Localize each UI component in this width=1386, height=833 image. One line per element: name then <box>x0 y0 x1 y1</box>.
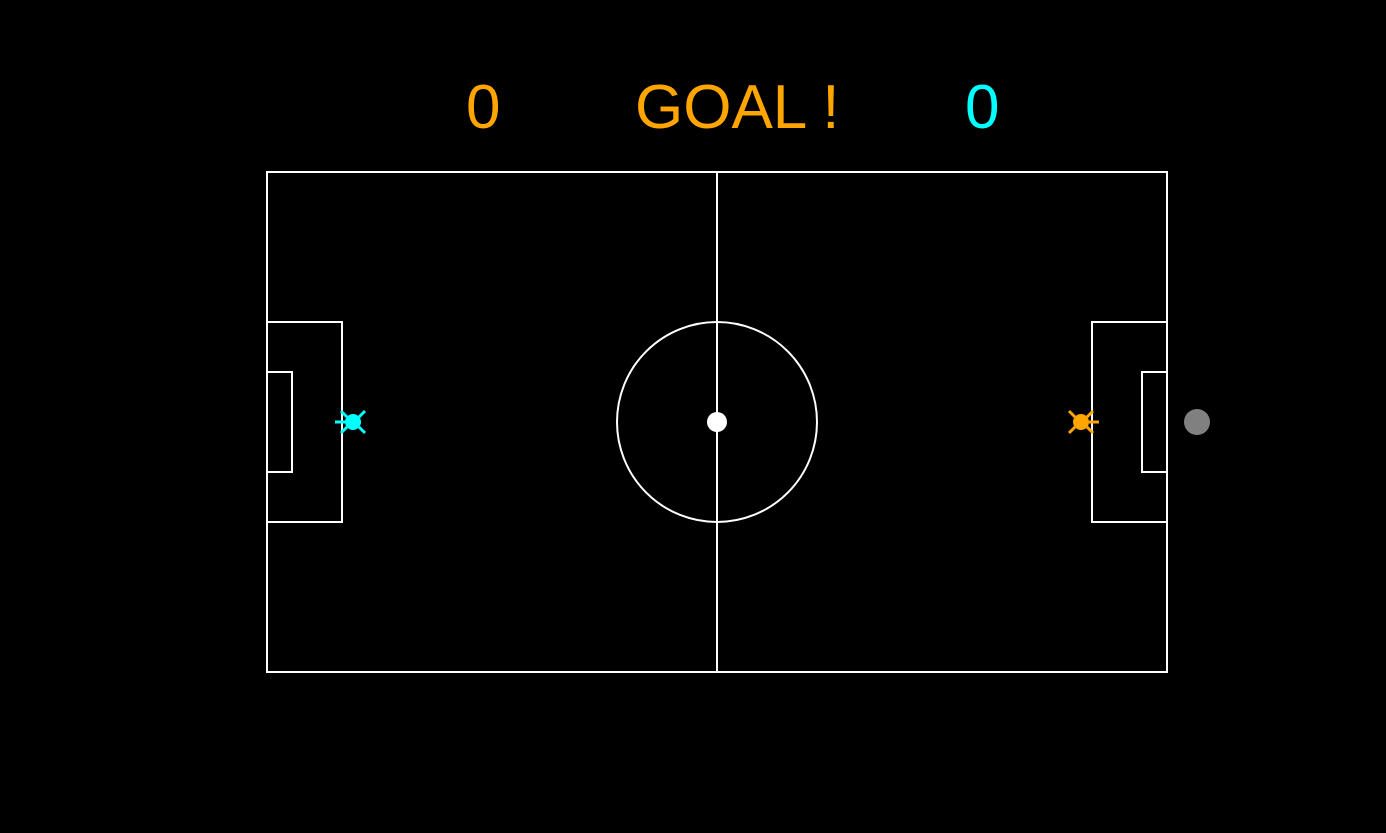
grey-ball-icon <box>1184 409 1210 435</box>
robot-player-orange-icon <box>1067 409 1099 435</box>
left-goal-box <box>266 371 293 473</box>
goal-message: GOAL ! <box>635 73 840 142</box>
robot-player-cyan-icon <box>335 409 367 435</box>
left-penalty-box <box>266 321 343 523</box>
ball-icon <box>707 412 727 432</box>
right-penalty-box <box>1091 321 1168 523</box>
right-score: 0 <box>965 73 1000 142</box>
center-circle <box>616 321 818 523</box>
left-score: 0 <box>466 73 501 142</box>
right-goal-box <box>1141 371 1168 473</box>
